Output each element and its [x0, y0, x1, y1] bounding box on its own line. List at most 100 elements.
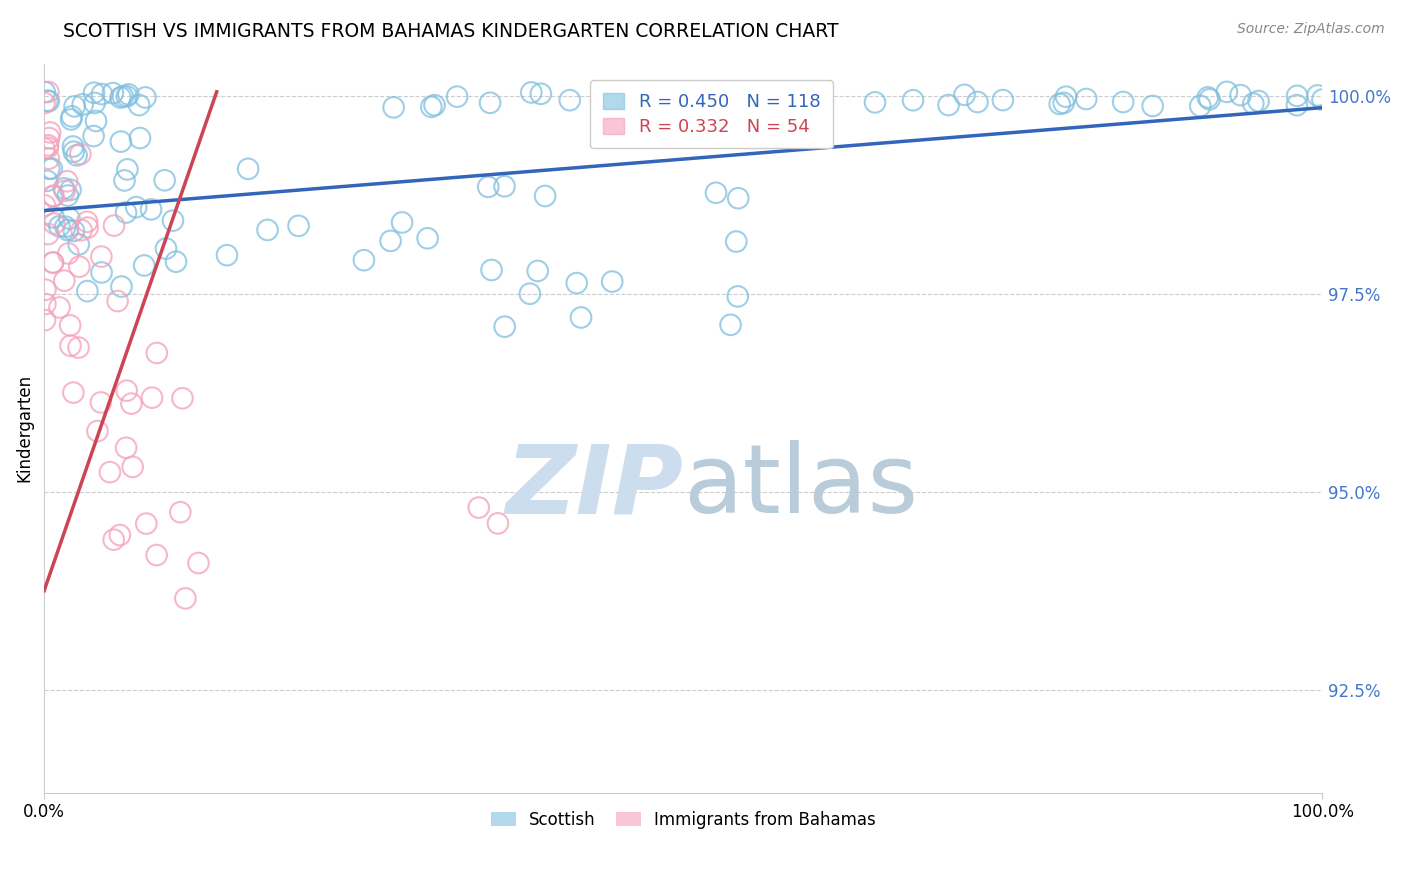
Point — [494, 319, 516, 334]
Text: Source: ZipAtlas.com: Source: ZipAtlas.com — [1237, 22, 1385, 37]
Point — [37, 227, 59, 241]
Point — [704, 186, 727, 200]
Point — [84, 114, 107, 128]
Point — [420, 100, 443, 114]
Point — [520, 86, 543, 100]
Point — [34, 142, 56, 156]
Point — [380, 234, 402, 248]
Point — [901, 93, 924, 107]
Point — [53, 274, 76, 288]
Point — [1142, 99, 1164, 113]
Point — [1076, 92, 1098, 106]
Point — [108, 528, 131, 542]
Point — [38, 94, 60, 108]
Point — [134, 90, 156, 104]
Point — [121, 459, 143, 474]
Point — [558, 93, 581, 107]
Point — [617, 86, 640, 100]
Point — [34, 85, 56, 99]
Point — [38, 131, 60, 145]
Point — [90, 265, 112, 279]
Point — [101, 86, 124, 100]
Point — [66, 148, 89, 162]
Point — [41, 161, 63, 176]
Point — [42, 255, 65, 269]
Point — [60, 112, 83, 127]
Point — [115, 205, 138, 219]
Point — [477, 179, 499, 194]
Point — [778, 92, 800, 106]
Point — [52, 181, 75, 195]
Point — [613, 95, 636, 110]
Point — [692, 91, 714, 105]
Point — [37, 94, 59, 108]
Point — [37, 140, 59, 154]
Point — [236, 161, 259, 176]
Point — [67, 341, 90, 355]
Point — [63, 99, 86, 113]
Point — [53, 184, 76, 198]
Point — [565, 276, 588, 290]
Point — [62, 145, 84, 159]
Point — [353, 253, 375, 268]
Point — [76, 215, 98, 229]
Y-axis label: Kindergarten: Kindergarten — [15, 375, 32, 483]
Point — [146, 346, 169, 360]
Point — [69, 147, 91, 161]
Point — [169, 505, 191, 519]
Point — [34, 297, 56, 311]
Point — [76, 220, 98, 235]
Point — [991, 93, 1014, 107]
Point — [115, 89, 138, 103]
Point — [494, 179, 516, 194]
Point — [727, 96, 749, 111]
Point — [56, 188, 79, 202]
Point — [42, 188, 65, 202]
Point — [1229, 88, 1251, 103]
Point — [103, 219, 125, 233]
Point — [114, 173, 136, 187]
Point — [59, 318, 82, 333]
Point — [1216, 85, 1239, 99]
Point — [709, 87, 731, 102]
Point — [673, 87, 696, 102]
Point — [58, 246, 80, 260]
Point — [60, 109, 83, 123]
Point — [42, 255, 65, 269]
Point — [86, 424, 108, 438]
Point — [128, 98, 150, 112]
Point — [938, 98, 960, 112]
Point — [58, 211, 80, 226]
Point — [382, 100, 405, 114]
Point — [416, 231, 439, 245]
Point — [135, 516, 157, 531]
Point — [727, 289, 749, 303]
Point — [103, 533, 125, 547]
Point — [863, 95, 886, 110]
Point — [423, 98, 446, 112]
Point — [44, 217, 66, 231]
Point — [794, 99, 817, 113]
Point — [1312, 93, 1334, 107]
Point — [63, 224, 86, 238]
Point — [38, 152, 60, 166]
Point — [98, 465, 121, 479]
Point — [134, 259, 156, 273]
Point — [446, 89, 468, 103]
Point — [120, 396, 142, 410]
Text: atlas: atlas — [683, 440, 918, 533]
Point — [530, 87, 553, 101]
Point — [59, 339, 82, 353]
Point — [966, 95, 988, 109]
Point — [34, 283, 56, 297]
Point — [486, 516, 509, 531]
Point — [613, 87, 636, 102]
Text: ZIP: ZIP — [505, 440, 683, 533]
Point — [83, 95, 105, 110]
Point — [115, 384, 138, 398]
Point — [56, 174, 79, 188]
Point — [110, 90, 132, 104]
Point — [519, 286, 541, 301]
Point — [110, 279, 132, 293]
Point — [391, 215, 413, 229]
